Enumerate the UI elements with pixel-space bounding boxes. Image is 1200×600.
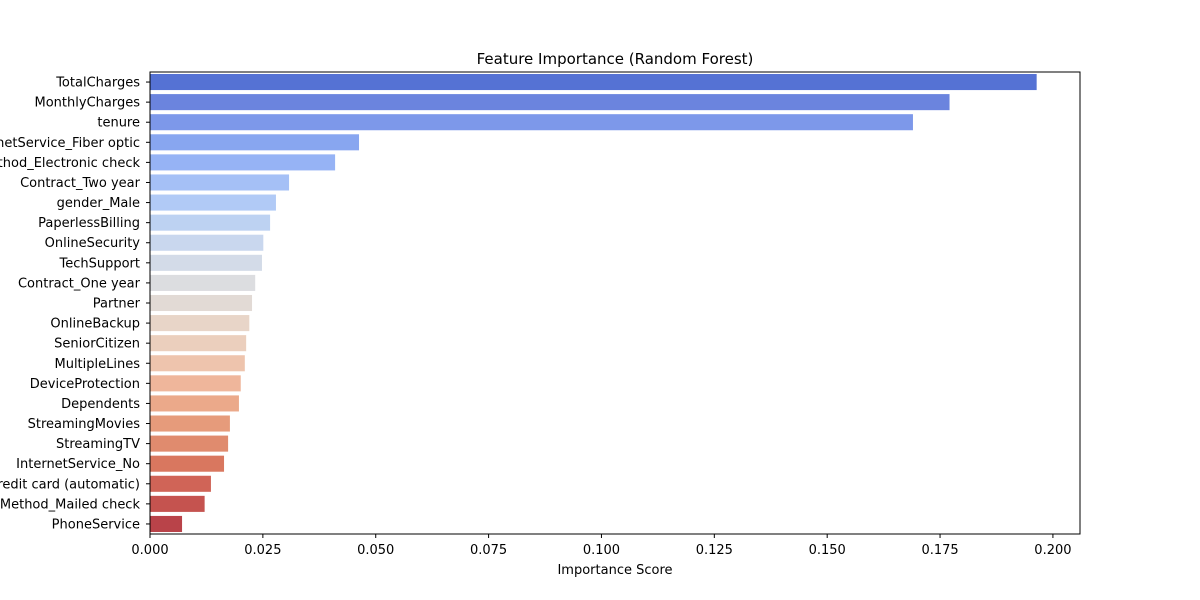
- y-tick-label: InternetService_No: [16, 457, 140, 472]
- bar-20: [150, 475, 211, 492]
- y-tick-label: PaymentMethod_Electronic check: [0, 156, 140, 171]
- bar-6: [150, 194, 276, 211]
- x-tick-label: 0.200: [1034, 543, 1071, 558]
- y-tick-label: OnlineSecurity: [45, 236, 141, 251]
- y-tick-label: InternetService_Fiber optic: [0, 136, 140, 151]
- x-tick-label: 0.175: [921, 543, 958, 558]
- bar-22: [150, 515, 183, 532]
- y-tick-labels: TotalCharges MonthlyCharges tenure Internet…: [0, 76, 150, 532]
- bar-7: [150, 214, 271, 231]
- y-tick-label: PaymentMethod_Credit card (automatic): [0, 477, 140, 492]
- x-tick-label: 0.150: [809, 543, 846, 558]
- y-tick-label: TechSupport: [58, 256, 140, 271]
- bar-9: [150, 254, 262, 271]
- x-tick-label: 0.100: [583, 543, 620, 558]
- bar-15: [150, 375, 241, 392]
- bar-18: [150, 435, 229, 452]
- y-tick-label: Contract_One year: [18, 276, 141, 291]
- y-tick-label: StreamingMovies: [28, 417, 141, 432]
- bar-3: [150, 134, 360, 151]
- y-tick-label: SeniorCitizen: [54, 337, 140, 352]
- x-tick-label: 0.125: [696, 543, 733, 558]
- bar-group: [150, 74, 1037, 532]
- bar-1: [150, 94, 950, 111]
- x-tick-label: 0.025: [244, 543, 281, 558]
- y-tick-label: MonthlyCharges: [35, 96, 141, 111]
- y-tick-label: Partner: [93, 297, 141, 312]
- y-tick-label: PhoneService: [52, 517, 140, 532]
- bar-8: [150, 234, 264, 251]
- y-tick-label: Dependents: [61, 397, 140, 412]
- x-tick-label: 0.075: [470, 543, 507, 558]
- bar-11: [150, 294, 253, 312]
- x-tick-label: 0.000: [131, 543, 168, 558]
- bar-0: [150, 74, 1037, 91]
- bar-19: [150, 455, 225, 472]
- bar-2: [150, 114, 913, 131]
- y-tick-label: PaymentMethod_Mailed check: [0, 497, 140, 512]
- x-tick-label: 0.050: [357, 543, 394, 558]
- y-tick-label: StreamingTV: [56, 437, 140, 452]
- y-tick-label: TotalCharges: [55, 76, 140, 91]
- bar-13: [150, 335, 247, 352]
- bar-12: [150, 315, 250, 332]
- y-tick-label: OnlineBackup: [50, 317, 140, 332]
- y-tick-label: MultipleLines: [54, 357, 140, 372]
- bar-4: [150, 154, 336, 171]
- bar-10: [150, 274, 256, 291]
- x-axis-label: Importance Score: [557, 563, 672, 578]
- bar-16: [150, 395, 239, 412]
- bar-5: [150, 174, 290, 191]
- bar-14: [150, 355, 245, 372]
- y-tick-label: tenure: [97, 116, 140, 131]
- bar-21: [150, 495, 205, 512]
- y-tick-label: PaperlessBilling: [38, 216, 140, 231]
- y-tick-label: Contract_Two year: [20, 176, 141, 191]
- x-axis-ticks: 0.000 0.025 0.050 0.075 0.100 0.125 0.150 0.175…: [131, 534, 1072, 558]
- y-tick-label: DeviceProtection: [30, 377, 140, 392]
- bar-17: [150, 415, 230, 432]
- y-tick-label: gender_Male: [57, 196, 140, 211]
- plot-frame: [149, 71, 1081, 535]
- chart-title: Feature Importance (Random Forest): [477, 50, 754, 68]
